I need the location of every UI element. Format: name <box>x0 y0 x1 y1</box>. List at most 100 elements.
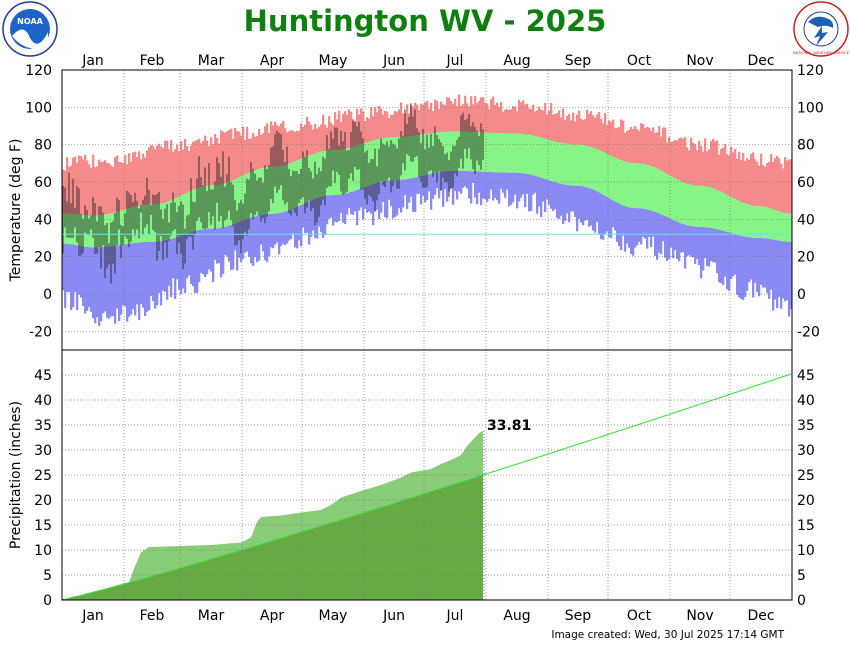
record-low-bar <box>172 238 175 279</box>
normal-range-bar <box>766 207 769 239</box>
record-low-bar <box>152 241 155 302</box>
observed-temperature-bar <box>292 170 294 210</box>
observed-temperature-bar <box>352 120 354 181</box>
observed-temperature-bar <box>430 133 432 171</box>
observed-temperature-bar <box>272 146 274 204</box>
record-high-bar <box>542 110 545 139</box>
record-high-bar <box>264 126 267 168</box>
record-low-bar <box>100 247 103 322</box>
record-high-bar <box>424 102 427 135</box>
record-low-bar <box>446 171 449 202</box>
record-high-bar <box>684 137 687 184</box>
record-low-bar <box>336 194 339 223</box>
precipitation-tick-label-right: 5 <box>797 568 806 584</box>
normal-range-bar <box>570 144 573 186</box>
record-low-bar <box>688 225 691 256</box>
record-high-bar <box>176 144 179 198</box>
record-high-bar <box>464 95 467 132</box>
normal-range-bar <box>604 153 607 196</box>
normal-range-bar <box>650 166 653 211</box>
month-label-top: Sep <box>565 53 592 69</box>
normal-range-bar <box>714 189 717 229</box>
record-high-bar <box>604 113 607 154</box>
record-high-bar <box>200 143 203 188</box>
record-low-bar <box>672 219 675 259</box>
observed-temperature-bar <box>376 166 378 201</box>
observed-temperature-bar <box>306 150 308 208</box>
record-high-bar <box>644 128 647 165</box>
record-high-bar <box>366 117 369 143</box>
observed-temperature-bar <box>270 147 272 199</box>
record-low-bar <box>706 227 709 267</box>
record-high-bar <box>724 144 727 194</box>
observed-temperature-bar <box>344 132 346 194</box>
normal-range-bar <box>678 180 681 223</box>
normal-range-bar <box>764 206 767 239</box>
record-high-bar <box>84 154 87 216</box>
normal-range-bar <box>498 133 501 173</box>
record-high-bar <box>228 130 231 182</box>
record-high-bar <box>726 154 729 195</box>
record-high-bar <box>442 104 445 132</box>
observed-temperature-bar <box>378 148 380 194</box>
record-high-bar <box>316 128 319 153</box>
normal-range-bar <box>758 206 761 238</box>
record-low-bar <box>132 243 135 310</box>
record-low-bar <box>280 212 283 246</box>
record-low-bar <box>86 246 89 311</box>
record-high-bar <box>184 138 187 194</box>
normal-range-bar <box>618 159 621 204</box>
temperature-tick-label-left: 40 <box>34 212 52 228</box>
record-high-bar <box>668 136 671 176</box>
normal-range-bar <box>554 141 557 183</box>
observed-temperature-bar <box>158 192 160 251</box>
record-low-bar <box>502 172 505 193</box>
normal-range-bar <box>750 205 753 238</box>
record-low-bar <box>128 243 131 317</box>
observed-temperature-bar <box>462 112 464 169</box>
record-low-bar <box>340 194 343 213</box>
normal-range-bar <box>518 133 521 173</box>
observed-temperature-bar <box>404 109 406 171</box>
record-low-bar <box>696 226 699 260</box>
observed-temperature-bar <box>256 180 258 212</box>
record-low-bar <box>492 172 495 201</box>
normal-range-bar <box>718 190 721 230</box>
record-low-bar <box>204 229 207 278</box>
observed-temperature-bar <box>250 161 252 213</box>
normal-range-bar <box>534 136 537 176</box>
normal-range-bar <box>280 166 283 213</box>
precipitation-tick-label-right: 30 <box>797 443 815 459</box>
record-low-bar <box>552 181 555 212</box>
record-high-bar <box>522 100 525 134</box>
observed-temperature-bar <box>330 131 332 187</box>
record-high-bar <box>256 135 259 170</box>
observed-temperature-bar <box>162 218 164 260</box>
record-high-bar <box>458 94 461 132</box>
record-high-bar <box>782 168 785 213</box>
observed-temperature-bar <box>304 157 306 214</box>
record-low-bar <box>750 237 753 280</box>
record-low-bar <box>210 228 213 272</box>
normal-range-bar <box>488 132 491 172</box>
record-low-bar <box>604 195 607 235</box>
record-low-bar <box>652 211 655 237</box>
record-low-bar <box>140 242 143 304</box>
record-high-bar <box>560 117 563 143</box>
record-range-bars <box>62 94 793 326</box>
record-low-bar <box>362 187 365 220</box>
observed-temperature-bar <box>138 208 140 239</box>
record-low-bar <box>180 235 183 295</box>
record-low-bar <box>346 193 349 215</box>
record-high-bar <box>752 152 755 206</box>
normal-range-bar <box>716 189 719 230</box>
normal-range-bar <box>640 163 643 209</box>
record-high-bar <box>760 153 763 207</box>
record-high-bar <box>558 110 561 143</box>
normal-range-bar <box>546 139 549 180</box>
normal-range-bar <box>108 213 111 247</box>
record-low-bar <box>142 242 145 308</box>
observed-temperature-bar <box>266 169 268 217</box>
normal-range-bar <box>538 137 541 177</box>
precipitation-tick-label-right: 10 <box>797 543 815 559</box>
